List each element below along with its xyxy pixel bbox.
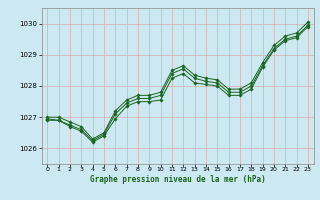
X-axis label: Graphe pression niveau de la mer (hPa): Graphe pression niveau de la mer (hPa) <box>90 175 266 184</box>
